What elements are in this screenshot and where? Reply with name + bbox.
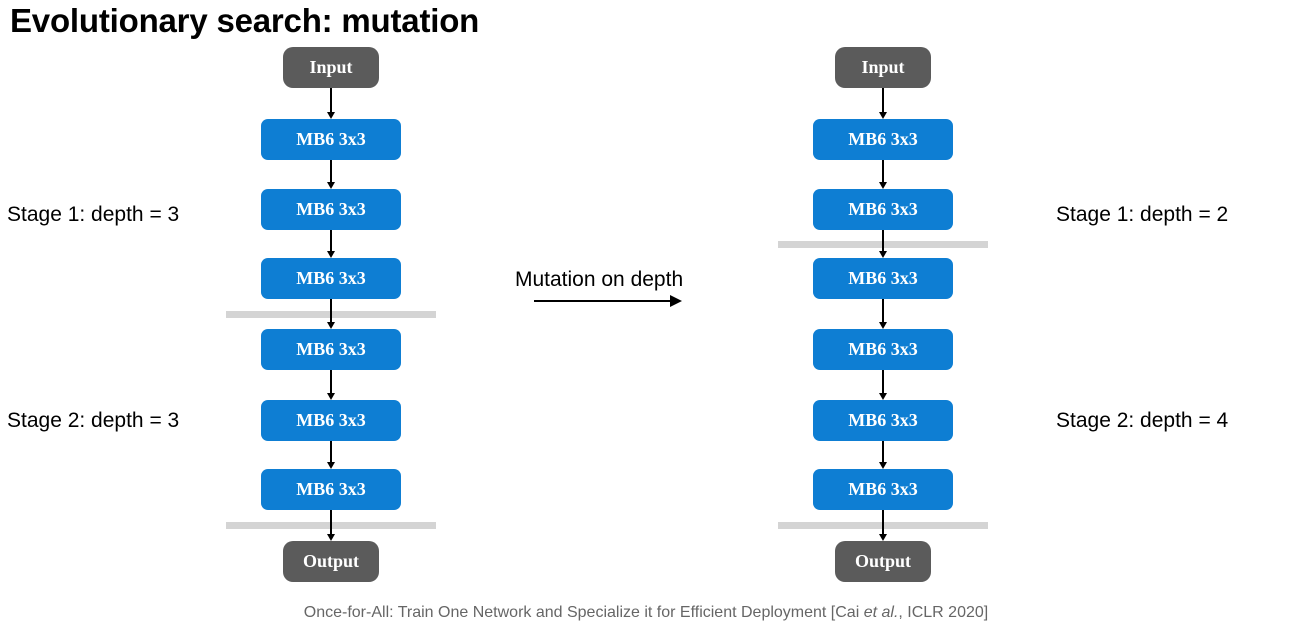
page-title: Evolutionary search: mutation <box>10 2 480 39</box>
mutation-arrow <box>534 300 671 302</box>
right-flow-arrow-line <box>882 510 884 535</box>
right-mb-block: MB6 3x3 <box>813 258 953 299</box>
citation-suffix: , ICLR 2020] <box>898 604 989 621</box>
right-flow-arrow-head <box>879 393 887 400</box>
mutation-label: Mutation on depth <box>515 268 684 291</box>
left-flow-arrow-head <box>327 462 335 469</box>
right-mb-block: MB6 3x3 <box>813 469 953 510</box>
left-stage2-label: Stage 2: depth = 3 <box>7 409 180 432</box>
right-flow-arrow-line <box>882 299 884 323</box>
left-mb-block: MB6 3x3 <box>261 189 401 230</box>
left-mb-block: MB6 3x3 <box>261 400 401 441</box>
left-output-box: Output <box>283 541 379 582</box>
left-flow-arrow-line <box>330 441 332 463</box>
right-output-box: Output <box>835 541 931 582</box>
right-flow-arrow-head <box>879 182 887 189</box>
left-flow-arrow-head <box>327 112 335 119</box>
left-flow-arrow-line <box>330 88 332 113</box>
right-mb-block: MB6 3x3 <box>813 189 953 230</box>
left-mb-block: MB6 3x3 <box>261 329 401 370</box>
right-flow-arrow-line <box>882 230 884 252</box>
right-mb-block: MB6 3x3 <box>813 400 953 441</box>
right-flow-arrow-head <box>879 534 887 541</box>
left-flow-arrow-line <box>330 510 332 535</box>
left-flow-arrow-line <box>330 160 332 183</box>
left-flow-arrow-line <box>330 370 332 394</box>
right-flow-arrow-head <box>879 112 887 119</box>
right-mb-block: MB6 3x3 <box>813 119 953 160</box>
left-mb-block: MB6 3x3 <box>261 469 401 510</box>
right-mb-block: MB6 3x3 <box>813 329 953 370</box>
mutation-arrow-head <box>670 295 682 307</box>
left-flow-arrow-head <box>327 251 335 258</box>
left-flow-arrow-head <box>327 322 335 329</box>
citation-footer: Once-for-All: Train One Network and Spec… <box>0 604 1292 622</box>
left-flow-arrow-head <box>327 182 335 189</box>
left-input-box: Input <box>283 47 379 88</box>
right-flow-arrow-line <box>882 370 884 394</box>
right-stage1-label: Stage 1: depth = 2 <box>1056 203 1229 226</box>
citation-italic: et al. <box>863 604 899 621</box>
left-flow-arrow-line <box>330 230 332 252</box>
right-flow-arrow-head <box>879 462 887 469</box>
left-flow-arrow-head <box>327 393 335 400</box>
left-stage1-label: Stage 1: depth = 3 <box>7 203 180 226</box>
citation-prefix: Once-for-All: Train One Network and Spec… <box>303 604 864 621</box>
right-flow-arrow-line <box>882 88 884 113</box>
left-mb-block: MB6 3x3 <box>261 258 401 299</box>
right-input-box: Input <box>835 47 931 88</box>
right-stage2-label: Stage 2: depth = 4 <box>1056 409 1229 432</box>
right-flow-arrow-line <box>882 160 884 183</box>
left-flow-arrow-head <box>327 534 335 541</box>
right-flow-arrow-head <box>879 322 887 329</box>
right-flow-arrow-head <box>879 251 887 258</box>
right-flow-arrow-line <box>882 441 884 463</box>
left-flow-arrow-line <box>330 299 332 323</box>
left-mb-block: MB6 3x3 <box>261 119 401 160</box>
